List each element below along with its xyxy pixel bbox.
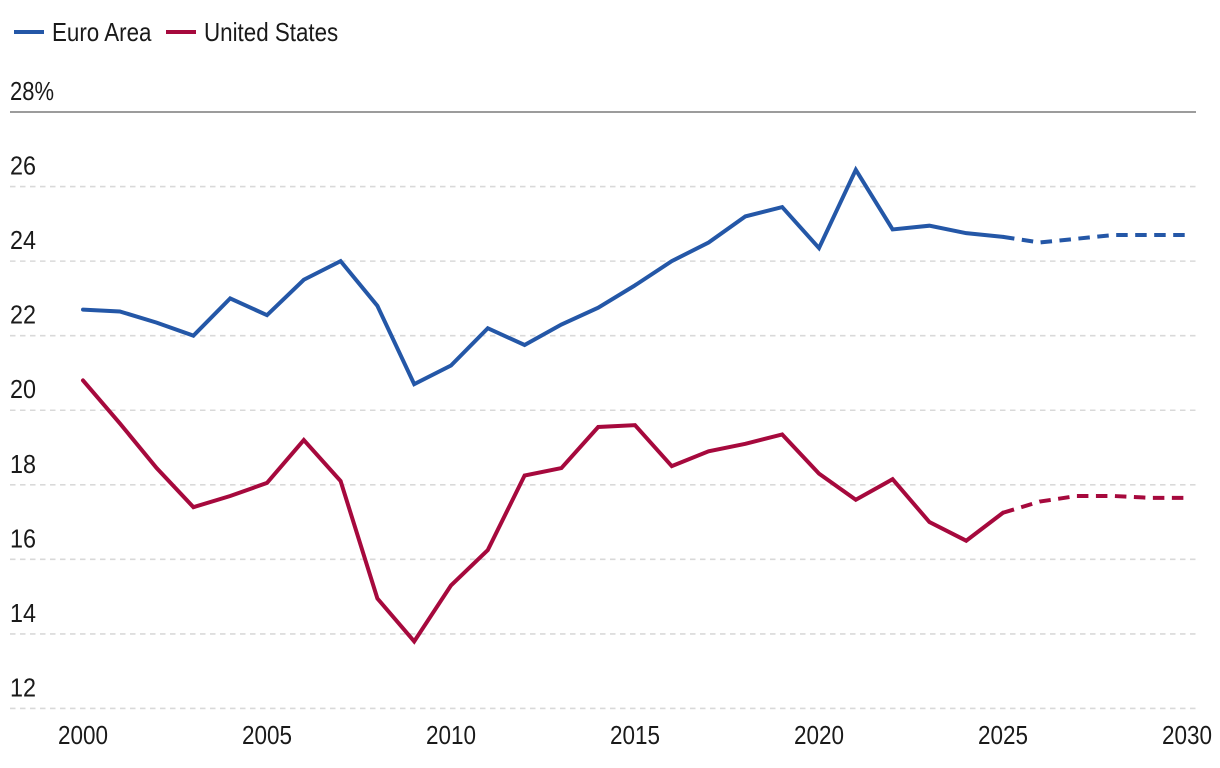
legend: Euro Area United States xyxy=(0,16,1220,47)
y-tick-label: 12 xyxy=(10,672,36,702)
legend-item-euro-area: Euro Area xyxy=(14,16,168,47)
legend-swatch-euro-area xyxy=(14,30,44,34)
gridlines xyxy=(10,111,1196,710)
x-tick-label: 2025 xyxy=(978,720,1028,750)
euro-area-line-solid xyxy=(81,165,1005,387)
series-lines xyxy=(81,165,1187,645)
y-tick-label: 28% xyxy=(10,76,54,106)
x-tick-label: 2030 xyxy=(1162,720,1212,750)
euro-area-line-forecast xyxy=(1002,233,1187,245)
x-tick-label: 2000 xyxy=(58,720,108,750)
y-tick-label: 20 xyxy=(10,374,36,404)
united-states-line-solid xyxy=(81,378,1005,645)
legend-swatch-united-states xyxy=(166,30,196,34)
y-tick-label: 22 xyxy=(10,300,36,330)
legend-label-united-states: United States xyxy=(204,16,339,47)
legend-label-euro-area: Euro Area xyxy=(52,16,152,47)
x-tick-label: 2015 xyxy=(610,720,660,750)
x-tick-label: 2010 xyxy=(426,720,476,750)
x-axis: 2000 2005 2010 2015 2020 2025 2030 xyxy=(58,720,1212,750)
y-tick-label: 18 xyxy=(10,449,36,479)
y-axis: 28% 26 24 22 20 18 16 14 12 xyxy=(10,76,54,702)
legend-item-united-states: United States xyxy=(166,16,360,47)
united-states-line-forecast xyxy=(1002,493,1187,515)
y-tick-label: 26 xyxy=(10,151,36,181)
y-tick-label: 14 xyxy=(10,598,36,628)
y-tick-label: 24 xyxy=(10,225,36,255)
y-tick-label: 16 xyxy=(10,523,36,553)
x-tick-label: 2020 xyxy=(794,720,844,750)
x-tick-label: 2005 xyxy=(242,720,292,750)
